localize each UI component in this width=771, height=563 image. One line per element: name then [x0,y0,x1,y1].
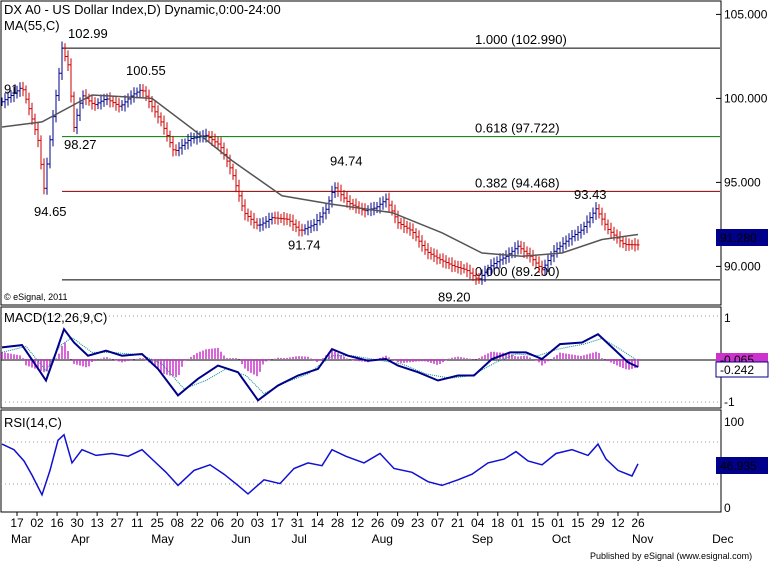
rsi-y-tick-label: 0 [724,501,731,515]
rsi-line-path [1,433,639,497]
macd-y-tick-label: 1 [724,311,731,325]
x-day-label: 20 [231,516,245,530]
x-day-label: 26 [631,516,645,530]
x-day-label: 31 [291,516,305,530]
rsi-y-tick-label: 100 [724,415,744,429]
x-day-label: 21 [451,516,465,530]
x-day-label: 07 [431,516,445,530]
x-day-label: 18 [491,516,505,530]
x-axis-ticks: 17 02 16 30 13 27 11 25 08 22 06 20 03 17 31 14 28 12 26 09… [10,512,733,546]
price-annotation: 94.74 [330,154,363,169]
x-day-label: 01 [551,516,565,530]
x-day-label: 22 [191,516,205,530]
fib-level-label: 0.618 (97.722) [475,121,560,136]
macd-badge [715,361,769,378]
x-month-label: Sep [472,532,494,546]
macd-title: MACD(12,26,9,C) [4,310,107,325]
x-day-label: 14 [311,516,325,530]
price-annotation: 94.65 [34,204,67,219]
x-day-label: 12 [611,516,625,530]
moving-average [1,94,639,258]
x-month-label: Oct [552,532,571,546]
price-annotations: 91 102.99 100.55 98.27 94.65 94.74 91.74 93.43 8… [4,26,607,305]
rsi-badge [716,457,768,474]
copyright-label: © eSignal, 2011 [4,292,68,302]
macd-lines [1,327,639,402]
x-day-label: 29 [591,516,605,530]
price-annotation: 89.20 [438,290,471,305]
x-month-label: Apr [71,532,90,546]
price-y-tick-label: 100.000 [724,91,768,105]
x-day-label: 03 [251,516,265,530]
x-day-label: 09 [391,516,405,530]
x-day-label: 17 [10,516,24,530]
x-month-label: Dec [712,532,733,546]
macd-line [1,327,639,402]
x-day-label: 02 [30,516,44,530]
ma-legend: MA(55,C) [4,18,60,33]
price-panel-frame [0,0,722,306]
x-day-label: 28 [331,516,345,530]
price-annotation: 91.74 [288,238,321,253]
x-day-label: 17 [271,516,285,530]
macd-value: -0.242 [720,363,754,377]
x-day-label: 12 [351,516,365,530]
price-y-tick-label: 105.000 [724,7,768,21]
x-day-label: 04 [471,516,485,530]
x-day-label: 15 [531,516,545,530]
x-month-label: Jul [291,532,306,546]
price-annotation: 98.27 [64,137,97,152]
macd-signal-line [1,336,639,395]
x-day-label: 25 [151,516,165,530]
x-day-label: 16 [50,516,64,530]
price-annotation: 91 [4,81,18,96]
price-badge-value: 91.280 [720,231,757,245]
price-annotation: 93.43 [574,187,607,202]
rsi-panel-frame [0,409,722,513]
x-month-label: May [151,532,174,546]
price-annotation: 100.55 [126,63,166,78]
fib-level-label: 0.000 (89.200) [475,264,560,279]
fib-level-label: 1.000 (102.990) [475,32,567,47]
macd-histogram [1,342,639,378]
macd-y-tick-label: -1 [724,395,735,409]
price-candles [0,41,640,285]
x-day-label: 27 [110,516,124,530]
price-y-tick-label: 90.000 [724,259,761,273]
x-day-label: 13 [90,516,104,530]
x-month-label: Jun [231,532,250,546]
x-day-label: 15 [571,516,585,530]
fib-level-label: 0.382 (94.468) [475,175,560,190]
x-day-label: 01 [511,516,525,530]
x-month-label: Mar [11,532,32,546]
price-title: DX A0 - US Dollar Index,D) Dynamic,0:00-… [4,2,281,17]
x-month-label: Nov [632,532,653,546]
x-day-label: 30 [70,516,84,530]
ma-55-line [1,94,639,258]
x-day-label: 23 [411,516,425,530]
price-annotation: 102.99 [68,26,108,41]
x-day-label: 06 [211,516,225,530]
x-day-label: 11 [131,516,144,530]
rsi-value: 46.935 [720,459,757,473]
x-month-label: Aug [372,532,393,546]
price-badge [716,229,768,246]
x-day-label: 26 [371,516,385,530]
footer-credit: Published by eSignal (www.esignal.com) [590,551,752,561]
y-axis-ticks: 105.000 100.000 95.000 90.000 1 -1 100 0 [716,7,768,515]
rsi-line [1,433,639,497]
rsi-title: RSI(14,C) [4,415,62,430]
x-day-label: 08 [171,516,185,530]
price-y-tick-label: 95.000 [724,175,761,189]
fibonacci-levels: 1.000 (102.990) 0.618 (97.722) 0.382 (94.4… [62,32,720,281]
